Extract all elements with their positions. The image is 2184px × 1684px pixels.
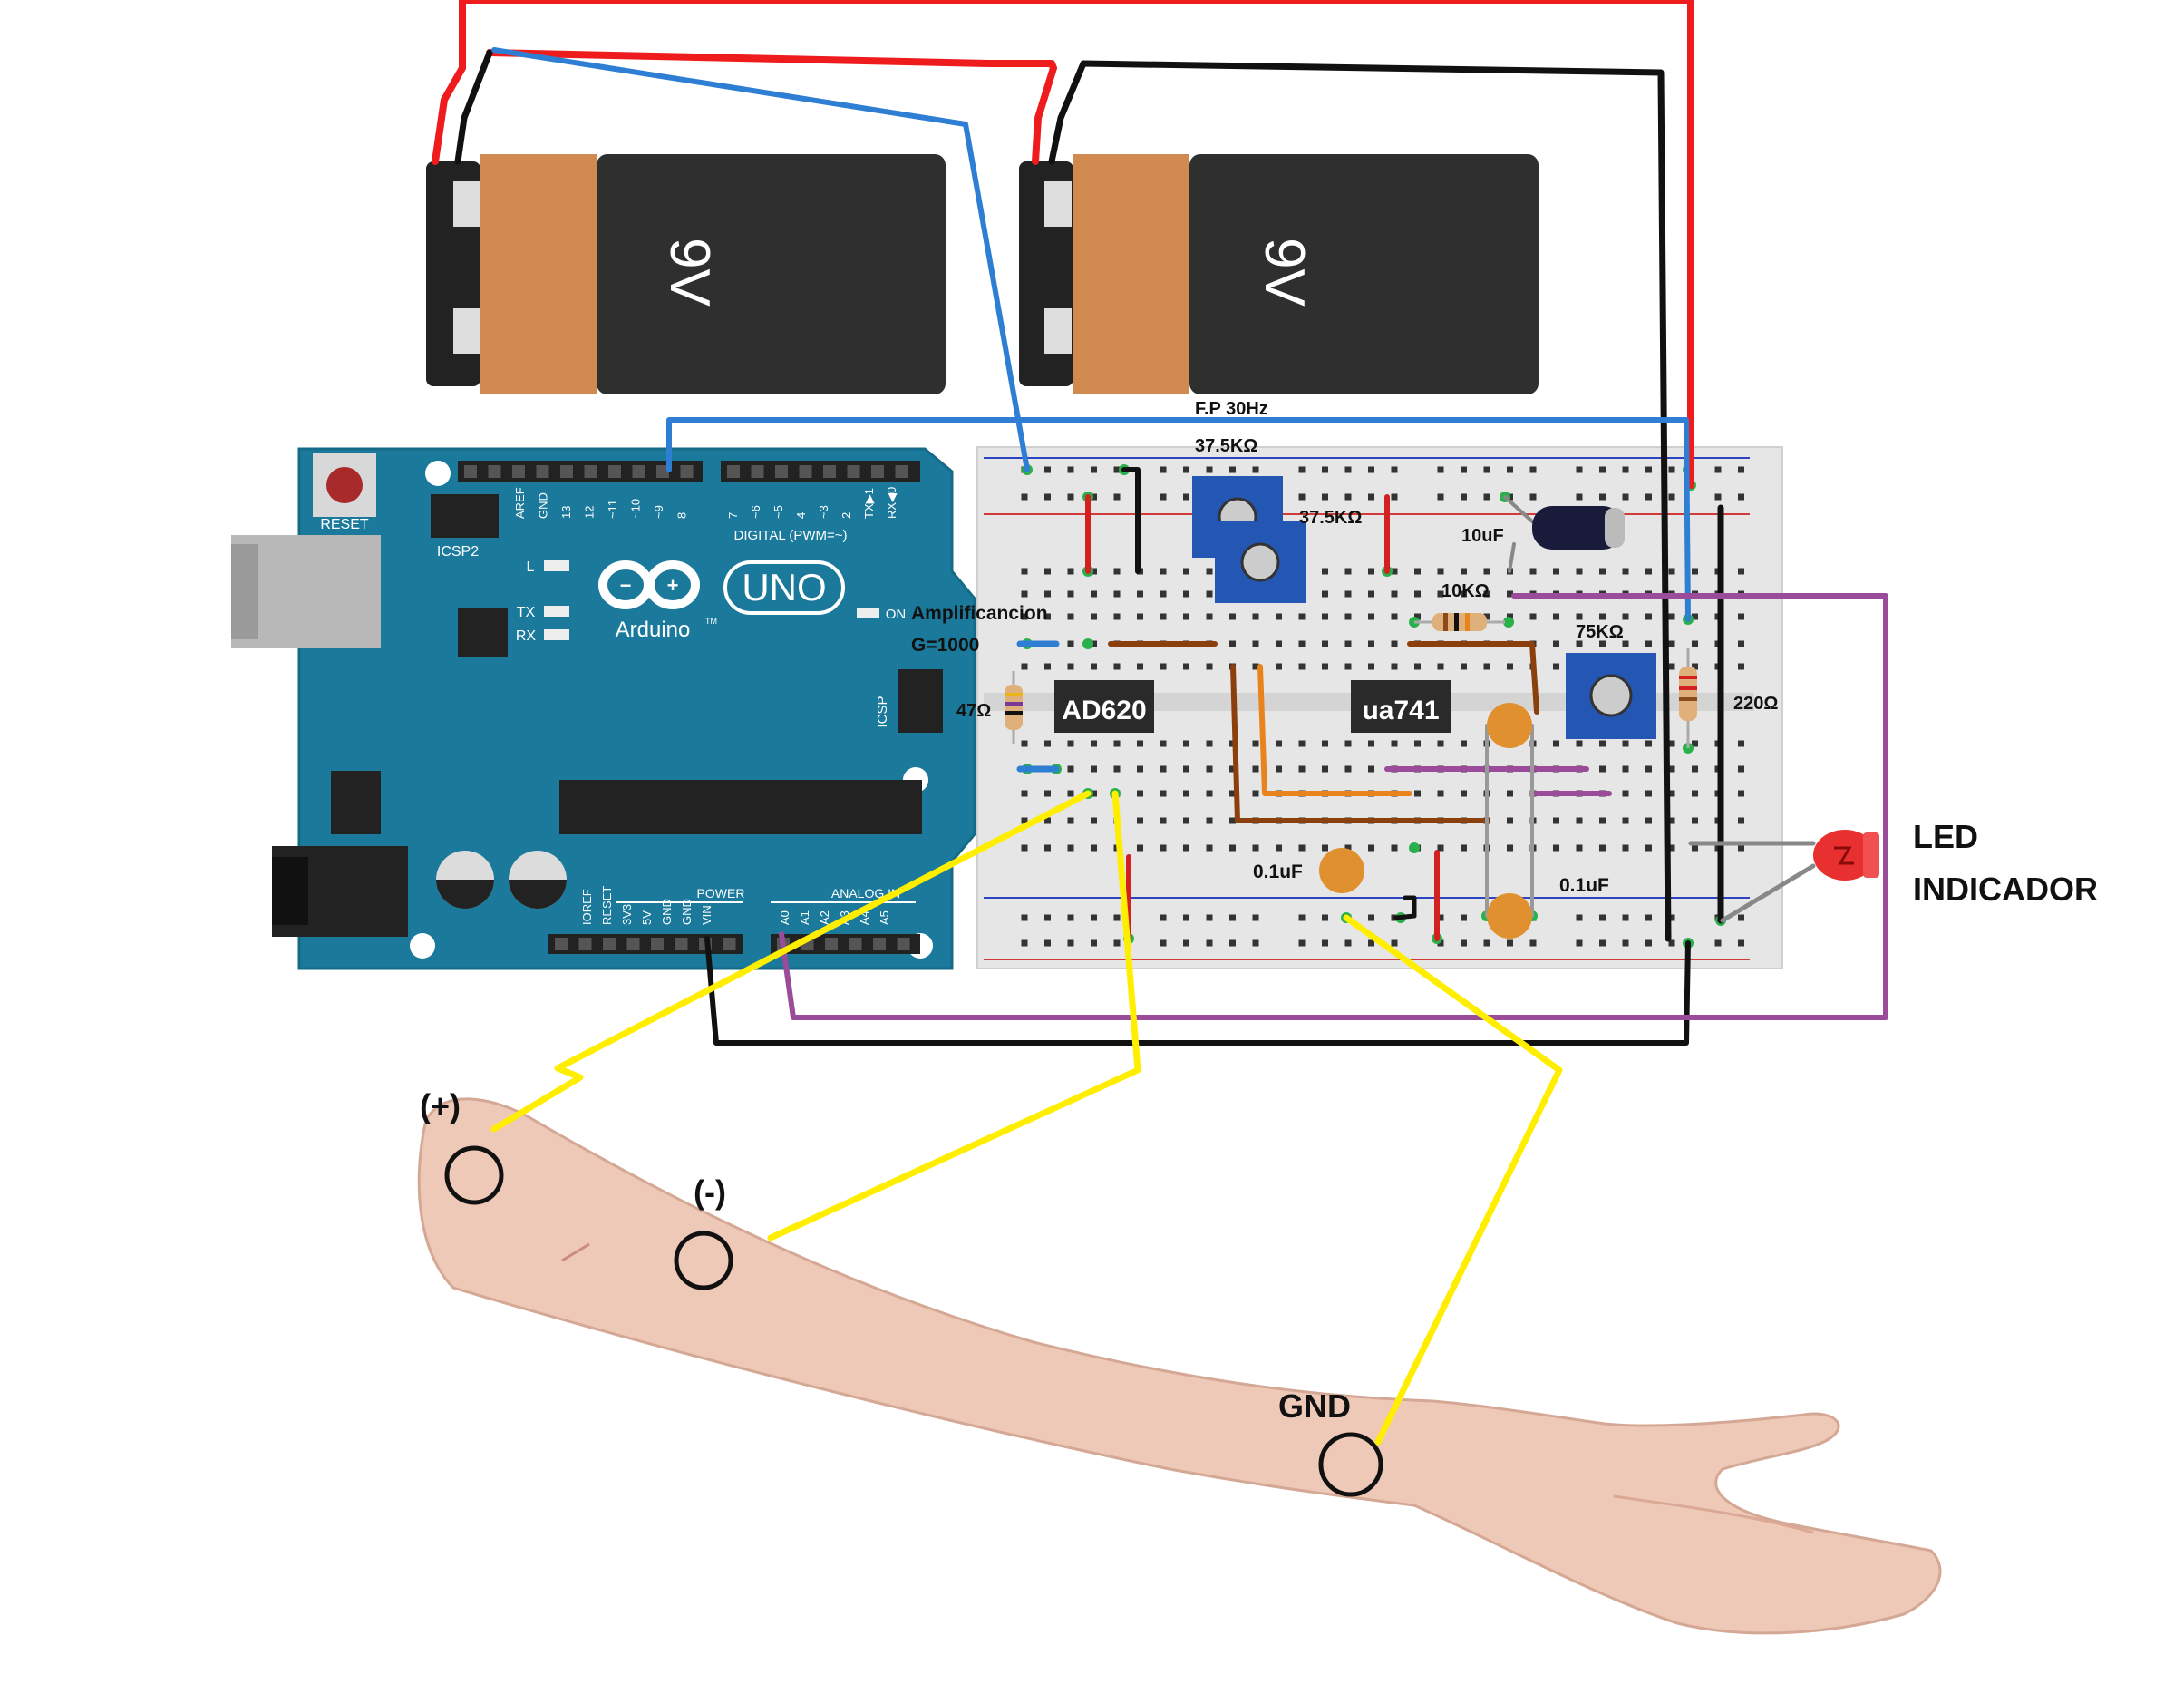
icsp-label: ICSP xyxy=(875,696,890,727)
digital-pin-label: ~11 xyxy=(606,500,619,519)
tm-label: TM xyxy=(705,617,717,626)
wire-yellow-gnd xyxy=(1343,914,1563,1446)
led-label-2: INDICADOR xyxy=(1913,871,2098,908)
svg-text:−: − xyxy=(620,574,632,597)
digital-pin-label: ~10 xyxy=(629,499,643,519)
digital-pin-label: ~6 xyxy=(749,505,762,519)
wire-orange-1 xyxy=(1257,664,1412,796)
wire-brown-2 xyxy=(1230,664,1490,823)
wire-red-main xyxy=(432,0,1694,489)
forearm xyxy=(417,1097,1942,1635)
analog-pin-label: A0 xyxy=(778,910,791,925)
digital-pin-label: 13 xyxy=(559,506,573,519)
power-pin-label: 5V xyxy=(640,910,654,925)
digital-pin-label: AREF xyxy=(513,487,527,519)
wire-brown-3 xyxy=(1407,641,1539,715)
power-label: POWER xyxy=(697,886,745,900)
digital-label: DIGITAL (PWM=~) xyxy=(733,528,847,543)
brand-label: Arduino xyxy=(616,618,691,642)
analog-pin-label: A2 xyxy=(818,910,831,925)
digital-pin-label: RX◀0 xyxy=(885,487,898,519)
model-label: UNO xyxy=(742,566,826,608)
resistor-220 xyxy=(1679,648,1697,748)
r1-label: 37.5KΩ xyxy=(1195,436,1257,456)
labels: F.P 30Hz 37.5KΩ 37.5KΩ 10uF 10KΩ 75KΩ Am… xyxy=(420,399,2098,1425)
amp-label-1: Amplificancion xyxy=(911,603,1048,624)
power-pin-label: GND xyxy=(680,899,694,925)
chip-ad620-label: AD620 xyxy=(1062,696,1146,725)
digital-pin-label: 2 xyxy=(840,512,853,519)
gnd-label: GND xyxy=(1278,1387,1351,1425)
wire-black-batt1 xyxy=(454,49,493,165)
components xyxy=(1005,476,1879,939)
battery-2-label: 9V xyxy=(1253,238,1315,307)
cap-10uf-label: 10uF xyxy=(1461,526,1504,546)
led-l-label: L xyxy=(527,560,535,575)
icsp2-label: ICSP2 xyxy=(437,544,479,560)
pot75k-label: 75KΩ xyxy=(1576,622,1624,642)
wire-blue-pin9 xyxy=(666,417,1691,622)
digital-pin-label: ~5 xyxy=(772,505,785,519)
wire-red-batt2 xyxy=(486,49,1057,165)
capacitor-ceramic-3 xyxy=(1487,893,1532,939)
power-pin-label: 3V3 xyxy=(620,904,634,925)
analog-pin-label: A5 xyxy=(878,910,891,925)
r2-label: 37.5KΩ xyxy=(1299,508,1362,528)
digital-pin-label: 8 xyxy=(675,512,689,519)
wire-purple xyxy=(779,593,1888,1020)
amp-label-2: G=1000 xyxy=(911,635,979,656)
digital-pin-label: 4 xyxy=(794,512,808,519)
battery-2: 9V xyxy=(1019,154,1539,394)
wire-yellow-plus xyxy=(490,790,1092,1133)
r10k-label: 10KΩ xyxy=(1441,581,1490,601)
power-pin-label: GND xyxy=(660,899,674,925)
led-rx-label: RX xyxy=(516,628,537,644)
chip-ua741-label: ua741 xyxy=(1362,696,1439,725)
power-pin-label: RESET xyxy=(600,886,614,925)
analog-pin-label: A1 xyxy=(798,910,811,925)
capacitor-ceramic-1 xyxy=(1487,703,1532,748)
digital-pin-label: TX▶1 xyxy=(862,488,876,519)
resistor-10k xyxy=(1414,613,1505,631)
battery-1: 9V xyxy=(426,154,946,394)
svg-text:+: + xyxy=(667,574,679,597)
electrode-minus xyxy=(674,1231,733,1290)
capacitor-10uf xyxy=(1532,506,1625,550)
fp-label: F.P 30Hz xyxy=(1195,399,1268,419)
plus-label: (+) xyxy=(420,1087,461,1124)
electrode-gnd xyxy=(1318,1432,1383,1497)
electrode-plus xyxy=(444,1145,504,1205)
c2-label: 0.1uF xyxy=(1559,875,1609,896)
wire-yellow-minus xyxy=(767,790,1141,1241)
digital-pin-label: 12 xyxy=(583,506,597,519)
r220-label: 220Ω xyxy=(1733,694,1778,714)
chip-ad620 xyxy=(1054,680,1154,733)
digital-pin-label: ~9 xyxy=(652,505,665,519)
arduino-logo-icon: − + xyxy=(598,560,700,609)
led-on-label: ON xyxy=(886,607,907,622)
r47-label: 47Ω xyxy=(956,701,991,721)
battery-1-label: 9V xyxy=(658,238,721,307)
chip-ua741 xyxy=(1351,680,1451,733)
digital-pin-label: GND xyxy=(537,492,550,519)
wire-black-batt2 xyxy=(1048,60,1672,942)
minus-label: (-) xyxy=(694,1173,726,1211)
arduino-board: RESET ICSP2 DIGITAL (PWM=~) − + UNO Ardu… xyxy=(231,447,976,970)
led-label-1: LED xyxy=(1913,818,1978,855)
digital-pin-labels: AREF GND 13 12 ~11 ~10 ~9 8 7 ~6 ~5 4 ~3 2 TX▶1 RX◀0 xyxy=(464,465,910,950)
c1-label: 0.1uF xyxy=(1253,861,1303,882)
reset-label: RESET xyxy=(320,517,369,532)
capacitor-ceramic-2 xyxy=(1319,848,1364,893)
led-indicator xyxy=(1813,830,1879,881)
wire-blue-batt xyxy=(491,47,1030,472)
power-pin-label: IOREF xyxy=(580,889,594,925)
power-pin-label: VIN xyxy=(700,905,713,925)
power-pin-labels: IOREF RESET 3V3 5V GND GND VIN xyxy=(580,886,713,925)
wires xyxy=(432,0,1888,1446)
led-tx-label: TX xyxy=(517,605,536,620)
digital-pin-label: ~3 xyxy=(817,505,830,519)
digital-pin-label: 7 xyxy=(726,512,740,519)
resistor-47 xyxy=(1005,671,1023,744)
